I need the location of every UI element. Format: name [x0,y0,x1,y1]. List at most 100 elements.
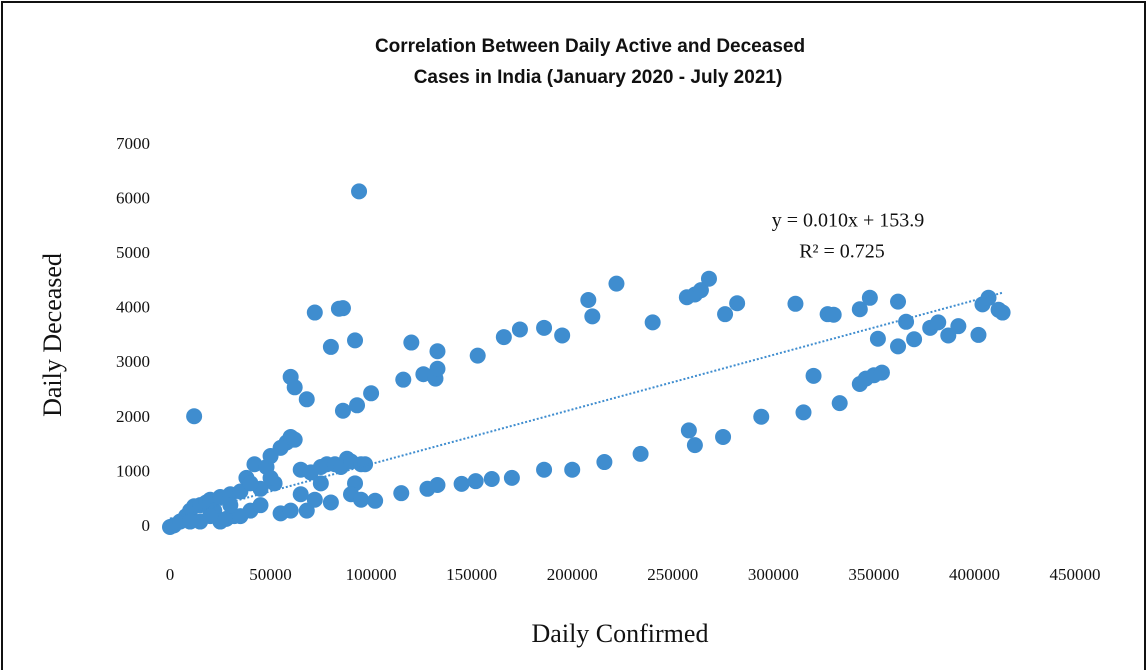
point [717,306,734,323]
point [367,492,384,509]
x-tick-label: 300000 [748,565,799,584]
point [186,408,203,425]
point [242,475,259,492]
point [686,437,703,454]
point [980,289,997,306]
y-tick-label: 5000 [116,243,150,262]
point [898,313,915,330]
point [787,295,804,312]
point [429,360,446,377]
point [347,332,364,349]
point [554,327,571,344]
point [930,314,947,331]
point [795,404,812,421]
point [334,300,351,317]
point [994,304,1011,321]
point [322,494,339,511]
point [869,330,886,347]
point [334,402,351,419]
point [753,408,770,425]
x-tick-label: 50000 [249,565,292,584]
point [353,491,370,508]
point [940,327,957,344]
point [322,338,339,355]
x-tick-label: 450000 [1050,565,1101,584]
point [831,395,848,412]
point [202,508,219,525]
point [312,475,329,492]
x-tick-label: 0 [166,565,175,584]
point [469,347,486,364]
point [483,470,500,487]
point [700,270,717,287]
point [970,326,987,343]
point [503,469,520,486]
point [692,282,709,299]
point [495,329,512,346]
trendline-equation: y = 0.010x + 153.9 [772,210,925,232]
point [536,461,553,478]
point [429,343,446,360]
point [680,422,697,439]
point [306,491,323,508]
point [232,508,249,525]
point [246,456,263,473]
point [950,318,967,335]
point [632,445,649,462]
y-tick-label: 0 [142,516,151,535]
point [395,371,412,388]
point [715,428,732,445]
y-tick-label: 2000 [116,407,150,426]
point [349,397,366,414]
point [351,183,368,200]
point [393,485,410,502]
point [429,476,446,493]
point [282,502,299,519]
point [805,367,822,384]
point [511,321,528,338]
x-tick-label: 400000 [949,565,1000,584]
point [415,366,432,383]
y-tick-label: 6000 [116,188,150,207]
y-tick-label: 7000 [116,134,150,153]
point [596,454,613,471]
point [222,497,239,514]
chart-title: Cases in India (January 2020 - July 2021… [414,67,783,88]
x-tick-label: 200000 [547,565,598,584]
point [825,306,842,323]
point [357,456,374,473]
point [286,431,303,448]
point [644,314,661,331]
point [363,385,380,402]
point [564,461,581,478]
x-tick-label: 150000 [446,565,497,584]
point [262,469,279,486]
point [873,364,890,381]
point [453,475,470,492]
point [890,338,907,355]
x-tick-label: 100000 [346,565,397,584]
point [403,334,420,351]
point [298,502,315,519]
point [252,497,269,514]
point [182,513,199,530]
point [292,486,309,503]
point [286,379,303,396]
point [580,291,597,308]
chart-title: Correlation Between Daily Active and Dec… [375,36,805,57]
point [536,319,553,336]
point [851,301,868,318]
point [298,391,315,408]
trendline-r2: R² = 0.725 [799,241,885,263]
point [861,289,878,306]
point [729,295,746,312]
y-tick-label: 3000 [116,352,150,371]
point [906,331,923,348]
point [467,473,484,490]
y-tick-label: 1000 [116,461,150,480]
point [608,275,625,292]
point [584,308,601,325]
point [306,304,323,321]
